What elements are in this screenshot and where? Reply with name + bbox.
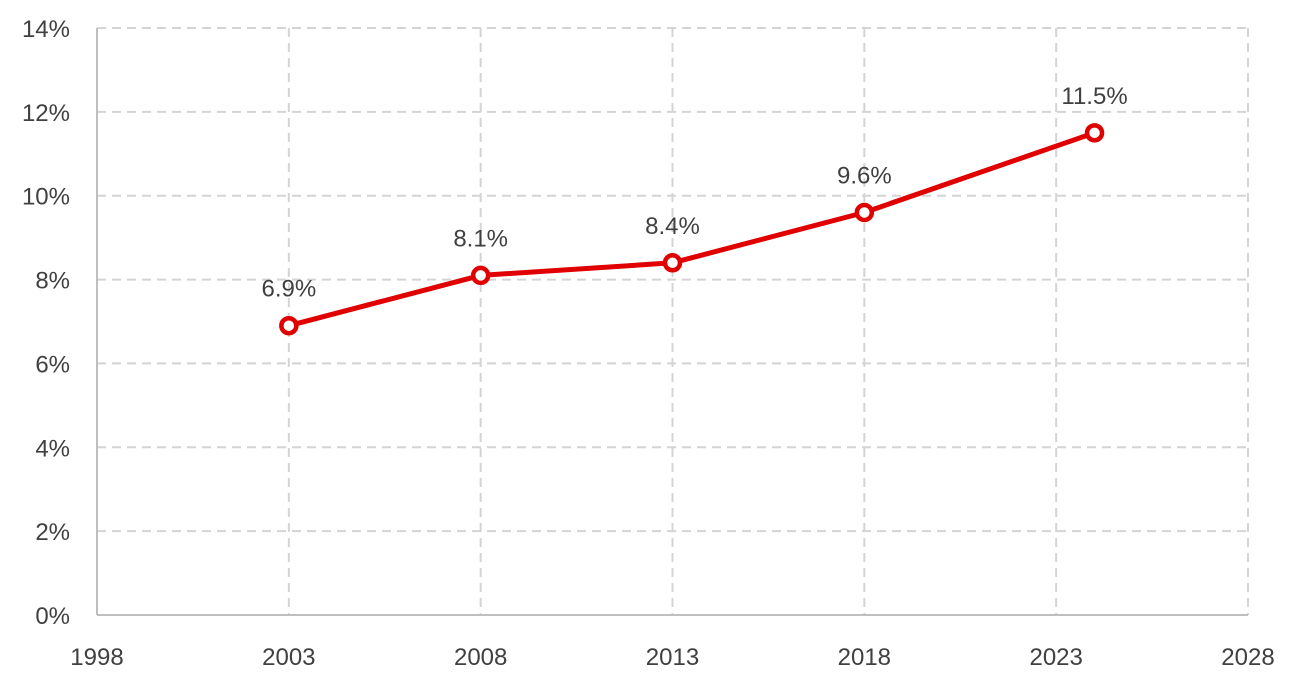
data-label: 11.5% (1061, 83, 1127, 110)
data-label: 6.9% (261, 276, 316, 303)
x-tick-label: 2008 (454, 644, 507, 671)
data-label: 8.4% (645, 213, 700, 240)
grid (97, 27, 1249, 615)
y-tick-label: 10% (22, 184, 70, 211)
y-tick-label: 2% (35, 519, 70, 546)
y-tick-label: 6% (35, 351, 70, 378)
y-tick-label: 4% (35, 435, 70, 462)
data-label: 8.1% (453, 225, 508, 252)
y-tick-label: 0% (35, 603, 70, 630)
data-labels: 6.9% 8.1% 8.4% 9.6% 11.5% (261, 83, 1127, 303)
x-tick-label: 2013 (646, 644, 699, 671)
series-group (279, 123, 1105, 336)
data-point (1084, 123, 1105, 143)
data-point (279, 315, 299, 336)
data-label: 9.6% (837, 162, 892, 189)
x-tick-label: 2018 (838, 644, 891, 671)
y-tick-label: 14% (22, 16, 70, 43)
data-point (470, 265, 491, 286)
axes (96, 28, 1248, 616)
y-tick-label: 8% (35, 268, 70, 295)
data-point (854, 202, 875, 223)
x-tick-label: 1998 (70, 644, 123, 671)
y-tick-label: 12% (22, 100, 70, 127)
x-tick-label: 2028 (1221, 644, 1274, 671)
tick-labels: 0% 2% 4% 6% 8% 10% 12% 14% 1998 2003 2008 2013 2018 2… (22, 16, 1275, 671)
data-point (662, 253, 683, 273)
x-tick-label: 2003 (262, 644, 315, 671)
x-tick-label: 2023 (1029, 644, 1082, 671)
